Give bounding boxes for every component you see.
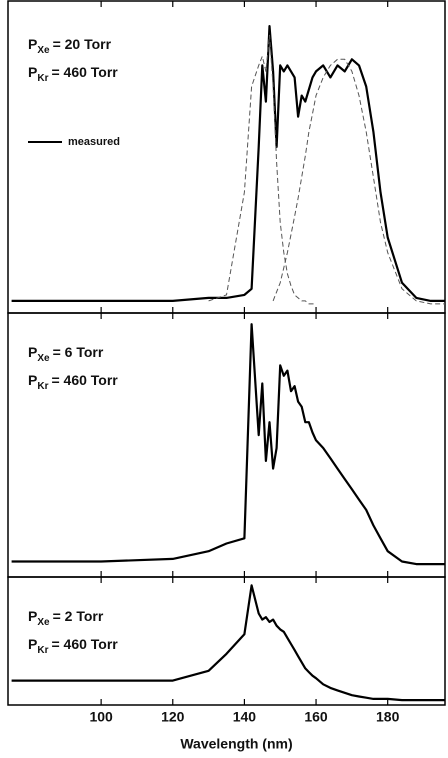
- x-tick-label: 160: [304, 709, 328, 725]
- legend-label: measured: [68, 136, 120, 148]
- annotation: PKr = 460 Torr: [28, 636, 118, 656]
- measured-line: [11, 584, 445, 702]
- annotation-symbol: P: [28, 36, 37, 52]
- annotation-symbol: P: [28, 608, 37, 624]
- measured-line: [11, 25, 445, 302]
- panel-frame: [7, 576, 446, 706]
- annotation-subscript: Xe: [37, 45, 50, 56]
- annotation-text: = 460 Torr: [51, 636, 118, 652]
- annotation: PKr = 460 Torr: [28, 372, 118, 392]
- annotation-subscript: Xe: [37, 617, 50, 628]
- annotation: PXe = 6 Torr: [28, 344, 104, 364]
- annotation-subscript: Kr: [37, 73, 48, 84]
- annotation-text: = 6 Torr: [53, 344, 104, 360]
- annotation-text: = 2 Torr: [53, 608, 104, 624]
- annotation-symbol: P: [28, 344, 37, 360]
- annotation: PKr = 460 Torr: [28, 64, 118, 84]
- measured-line: [11, 323, 445, 566]
- annotation: PXe = 2 Torr: [28, 608, 104, 628]
- annotation-text: = 460 Torr: [51, 372, 118, 388]
- annotation-subscript: Kr: [37, 381, 48, 392]
- annotation-subscript: Kr: [37, 645, 48, 656]
- x-axis-label: Wavelength (nm): [180, 736, 292, 752]
- x-tick-label: 180: [376, 709, 400, 725]
- annotation-subscript: Xe: [37, 353, 50, 364]
- x-tick-label: 100: [89, 709, 113, 725]
- annotation-text: = 20 Torr: [53, 36, 112, 52]
- annotation: PXe = 20 Torr: [28, 36, 112, 56]
- annotation-symbol: P: [28, 64, 37, 80]
- x-tick-label: 140: [233, 709, 257, 725]
- annotation-text: = 460 Torr: [51, 64, 118, 80]
- component-line: [208, 34, 316, 305]
- x-tick-label: 120: [161, 709, 185, 725]
- annotation-symbol: P: [28, 372, 37, 388]
- component-line: [272, 58, 445, 305]
- annotation-symbol: P: [28, 636, 37, 652]
